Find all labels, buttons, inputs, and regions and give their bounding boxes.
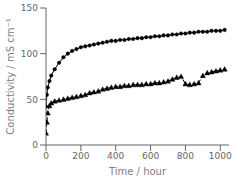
svg-text:400: 400 <box>107 151 124 161</box>
svg-text:150: 150 <box>21 3 38 13</box>
svg-text:Time / hour: Time / hour <box>108 166 167 177</box>
svg-text:Conductivity / mS cm⁻¹: Conductivity / mS cm⁻¹ <box>8 18 16 134</box>
svg-text:800: 800 <box>177 151 194 161</box>
svg-text:0: 0 <box>32 140 38 150</box>
svg-text:0: 0 <box>43 151 49 161</box>
svg-text:600: 600 <box>142 151 159 161</box>
svg-text:50: 50 <box>27 95 39 105</box>
svg-text:200: 200 <box>72 151 89 161</box>
svg-text:1000: 1000 <box>209 151 232 161</box>
svg-text:100: 100 <box>21 49 38 59</box>
